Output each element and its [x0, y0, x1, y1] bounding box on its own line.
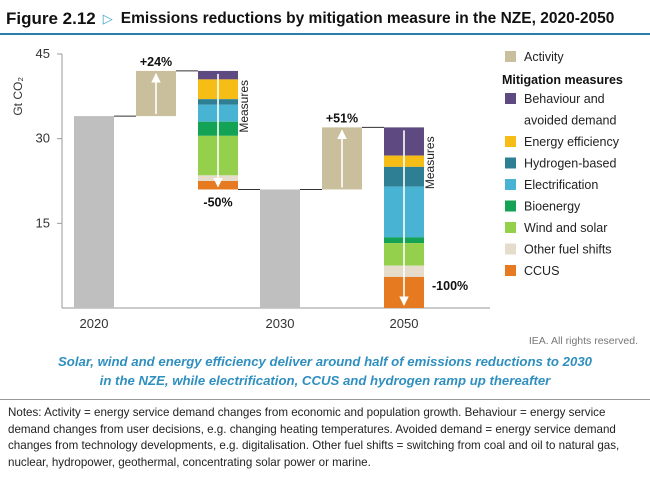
y-tick-label: 15: [36, 215, 50, 230]
legend-label: Energy efficiency: [524, 135, 620, 149]
copyright-notice: IEA. All rights reserved.: [528, 335, 638, 347]
x-tick-label: 2050: [390, 316, 419, 331]
measure-change-label: -100%: [432, 279, 468, 293]
figure-label: Figure 2.12: [6, 9, 96, 28]
activity-change-label: +24%: [140, 55, 172, 69]
measure-change-label: -50%: [203, 195, 232, 209]
legend-label: avoided demand: [524, 114, 616, 128]
waterfall-chart: 15 30 45 Gt CO₂ 2020 2030 2050 +24% +51% Measures…: [11, 46, 623, 331]
legend-label: Behaviour and: [524, 92, 605, 106]
legend-swatch: [505, 243, 516, 255]
y-tick-label: 45: [36, 46, 50, 61]
legend-label: CCUS: [524, 264, 559, 278]
figure-header: Figure 2.12 ▷ Emissions reductions by mi…: [6, 8, 646, 30]
legend-swatch: [505, 265, 516, 276]
measures-axis-label: Measures: [423, 136, 437, 189]
title-divider: [0, 33, 650, 35]
legend-swatch: [505, 222, 516, 233]
y-tick-label: 30: [36, 131, 50, 146]
legend-label: Wind and solar: [524, 221, 607, 235]
legend-label: Activity: [524, 50, 564, 64]
legend-heading: Mitigation measures: [502, 73, 623, 87]
x-tick-label: 2020: [80, 316, 109, 331]
figure-title: Emissions reductions by mitigation measu…: [120, 10, 615, 27]
legend-label: Other fuel shifts: [524, 243, 612, 257]
measures-axis-label: Measures: [237, 80, 251, 133]
legend-label: Bioenergy: [524, 200, 581, 214]
total-bar: [74, 116, 114, 308]
legend-swatch: [505, 179, 516, 190]
caption-line: in the NZE, while electrification, CCUS …: [99, 373, 551, 388]
legend-label: Electrification: [524, 178, 598, 192]
total-bar: [260, 189, 300, 308]
figure-caption: Solar, wind and energy efficiency delive…: [10, 352, 640, 390]
triangle-right-outline-icon: ▷: [102, 11, 113, 26]
x-tick-label: 2030: [266, 316, 295, 331]
legend-swatch: [505, 93, 516, 104]
figure-notes: Notes: Activity = energy service demand …: [8, 406, 620, 469]
legend-swatch: [505, 51, 516, 62]
legend-label: Hydrogen-based: [524, 157, 616, 171]
legend-swatch: [505, 157, 516, 169]
notes-divider: [0, 399, 650, 400]
legend-swatch: [505, 200, 516, 212]
activity-change-label: +51%: [326, 111, 358, 125]
caption-line: Solar, wind and energy efficiency delive…: [57, 354, 592, 369]
legend-swatch: [505, 136, 516, 147]
y-axis-label: Gt CO₂: [11, 77, 25, 116]
